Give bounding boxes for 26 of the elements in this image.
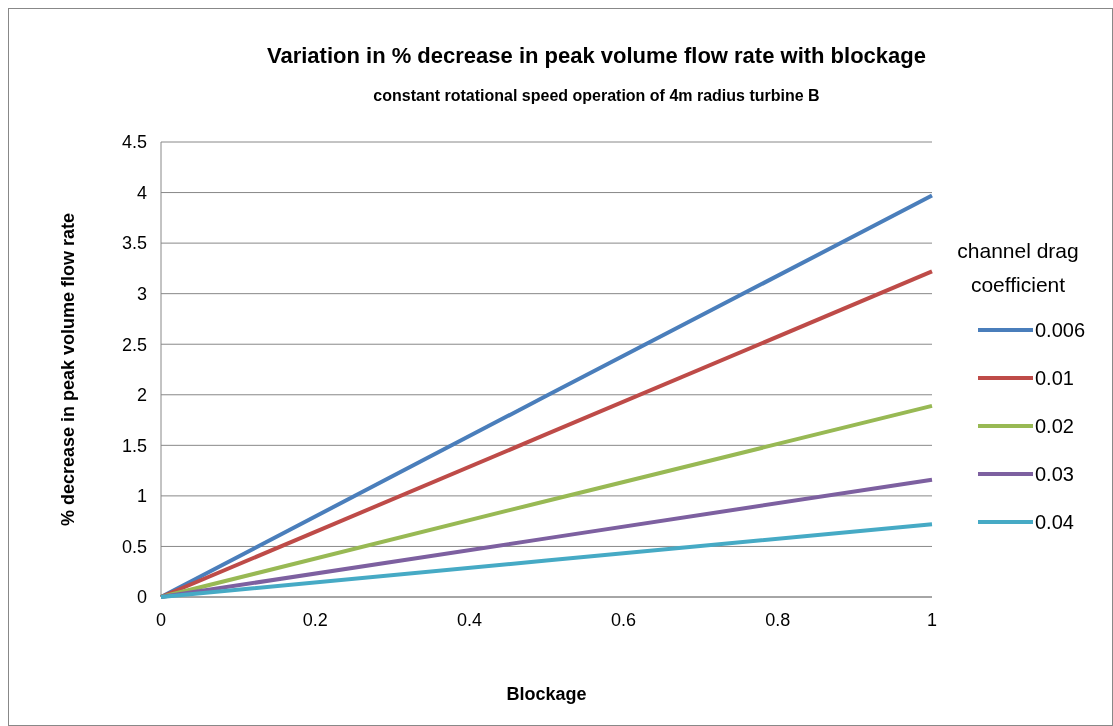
y-tick-label: 0.5 <box>121 536 147 557</box>
chart-subtitle: constant rotational speed operation of 4m radius turbine B <box>373 87 820 104</box>
y-tick-label: 2 <box>136 385 147 406</box>
legend-label: 0.02 <box>1035 415 1074 437</box>
y-tick-label: 1.5 <box>121 435 147 456</box>
x-axis-title: Blockage <box>506 684 587 704</box>
y-tick-label: 0 <box>136 587 147 608</box>
legend-title: channel drag coefficient <box>957 239 1079 296</box>
legend-label: 0.01 <box>1035 367 1074 389</box>
legend-label: 0.04 <box>1035 511 1074 533</box>
x-tick-label: 0.4 <box>456 610 482 631</box>
y-tick-label: 1 <box>136 486 147 507</box>
y-tick-label: 4 <box>136 182 147 203</box>
x-tick-label: 0.2 <box>302 610 328 631</box>
y-tick-label: 3 <box>136 283 147 304</box>
x-tick-label: 0 <box>155 610 167 631</box>
y-tick-label: 2.5 <box>121 334 147 355</box>
legend-label: 0.006 <box>1035 319 1086 341</box>
x-tick-label: 1 <box>926 610 938 631</box>
y-axis-title: % decrease in peak volume flow rate <box>58 212 78 527</box>
chart-title: Variation in % decrease in peak volume flow rate with blockage <box>267 43 926 68</box>
x-tick-label: 0.6 <box>611 610 637 631</box>
y-tick-label: 4.5 <box>121 132 147 153</box>
legend-label: 0.03 <box>1035 463 1074 485</box>
x-tick-label: 0.8 <box>765 610 791 631</box>
y-tick-label: 3.5 <box>121 233 147 254</box>
